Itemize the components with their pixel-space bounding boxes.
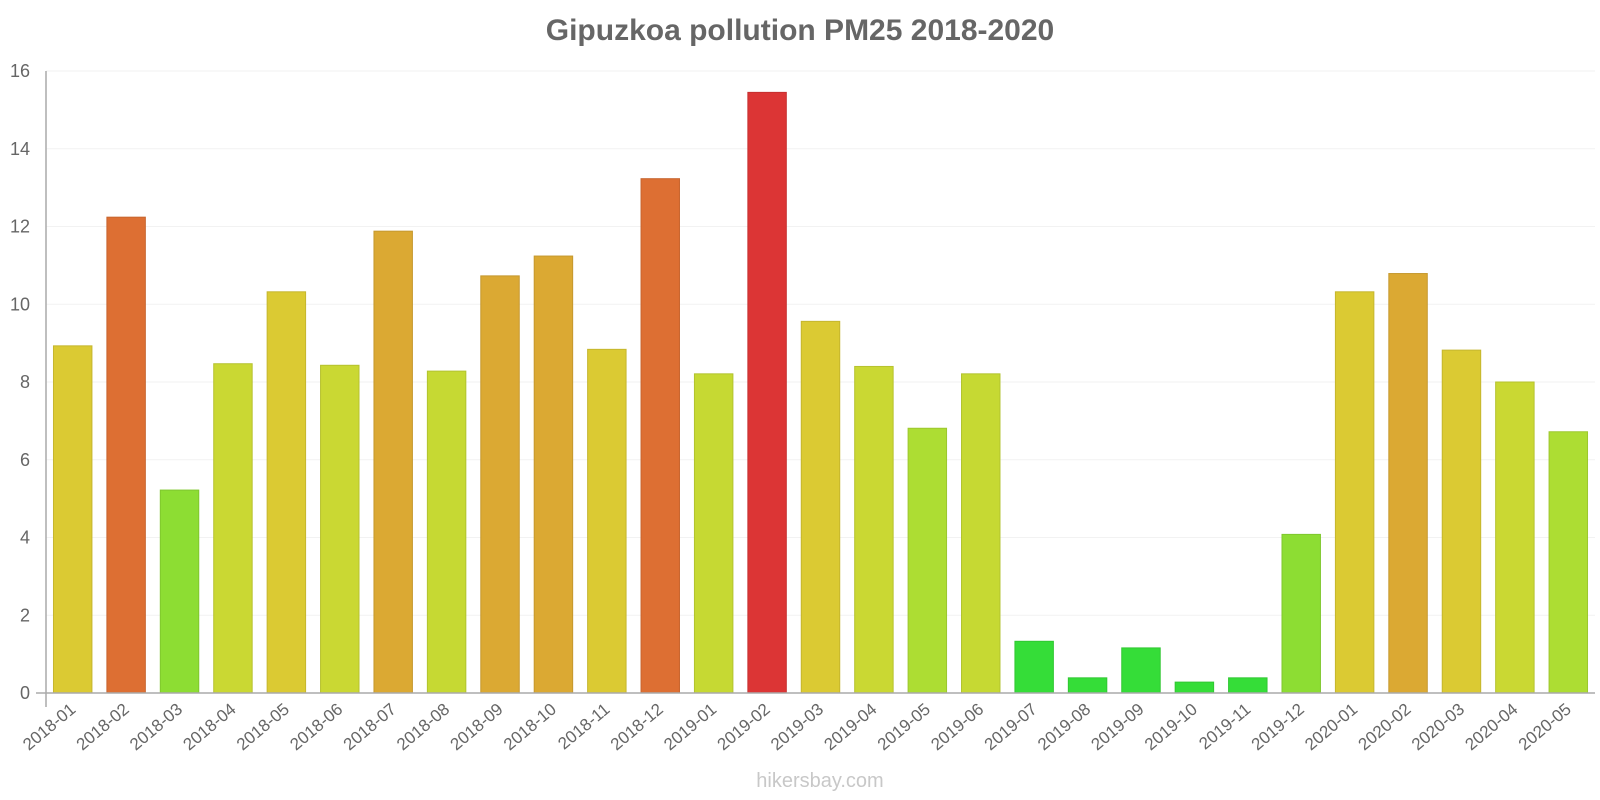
watermark: hikersbay.com [756,770,884,792]
x-tick-label: 2019-11 [1195,700,1254,754]
bar-2020-04[interactable] [1495,381,1535,694]
y-tick-label: 16 [10,61,30,81]
chart-title: Gipuzkoa pollution PM25 2018-2020 [545,14,1055,47]
x-tick-label: 2018-06 [286,700,346,755]
bar-2019-07[interactable] [1014,640,1054,694]
x-tick-label: 2019-01 [660,700,720,755]
bar-2018-01[interactable] [52,345,93,694]
bar-2019-01[interactable] [693,373,734,694]
x-tick-label: 2020-02 [1355,700,1415,755]
x-tick-label: 2019-06 [927,700,987,755]
y-tick-label: 0 [20,683,30,703]
x-tick-label: 2018-08 [393,700,453,755]
y-tick-label: 12 [10,217,30,237]
x-tick-label: 2018-03 [126,700,186,755]
x-tick-label: 2019-05 [874,700,934,755]
bar-2019-08[interactable] [1067,677,1108,694]
x-tick-label: 2019-09 [1088,700,1148,755]
bar-2018-11[interactable] [587,348,627,694]
bar-2018-12[interactable] [640,178,680,694]
bar-2019-09[interactable] [1121,647,1161,694]
bar-2018-07[interactable] [373,230,413,694]
x-tick-label: 2020-04 [1461,700,1521,755]
bar-2019-06[interactable] [961,373,1001,694]
y-tick-label: 4 [20,528,30,548]
x-tick-label: 2020-01 [1301,700,1361,755]
y-tick-label: 10 [10,294,30,314]
bar-2019-12[interactable] [1281,533,1321,694]
x-tick-label: 2018-10 [500,700,560,755]
bar-2020-03[interactable] [1441,349,1482,694]
bar-2019-03[interactable] [800,320,841,694]
x-tick-label: 2018-05 [233,700,293,755]
y-tick-label: 6 [20,450,30,470]
bar-2018-10[interactable] [533,255,574,694]
x-tick-label: 2019-03 [767,700,827,755]
y-tick-label: 8 [20,372,30,392]
bar-2018-04[interactable] [213,363,253,694]
x-tick-label: 2020-03 [1408,700,1468,755]
x-tick-label: 2018-11 [554,700,613,754]
bar-2018-06[interactable] [320,364,360,694]
bar-2018-03[interactable] [159,489,200,694]
x-tick-label: 2020-05 [1515,700,1575,755]
x-tick-label: 2018-07 [340,700,400,755]
x-tick-label: 2018-02 [73,700,133,755]
bar-2018-05[interactable] [266,291,307,694]
x-tick-label: 2018-09 [447,700,507,755]
x-tick-label: 2019-02 [714,700,774,755]
bar-2019-11[interactable] [1228,677,1268,694]
x-tick-label: 2018-12 [607,700,667,755]
x-tick-label: 2019-10 [1141,700,1201,755]
bar-2020-05[interactable] [1548,431,1589,694]
x-tick-label: 2019-04 [820,700,880,755]
bar-2018-08[interactable] [426,370,467,694]
y-axis-ticks: 0 2 4 6 8 10 12 14 16 [10,61,30,703]
bar-2018-02[interactable] [106,216,146,694]
bar-2020-02[interactable] [1388,273,1428,694]
bar-2018-09[interactable] [480,275,520,694]
y-tick-label: 2 [20,605,30,625]
x-tick-label: 2019-07 [981,700,1041,755]
bar-2019-10[interactable] [1174,681,1215,694]
bar-2019-05[interactable] [907,427,948,694]
x-tick-label: 2018-04 [180,700,240,755]
bars [52,91,1589,694]
x-tick-label: 2018-01 [19,700,79,755]
x-tick-label: 2019-08 [1034,700,1094,755]
bar-2019-04[interactable] [854,365,894,694]
x-tick-label: 2019-12 [1248,700,1308,755]
axes [36,71,1595,707]
y-tick-label: 14 [10,139,30,159]
bar-2020-01[interactable] [1334,291,1375,694]
x-axis-ticks: 2018-012018-022018-032018-042018-052018-… [19,700,1575,755]
bar-2019-02[interactable] [747,91,787,694]
